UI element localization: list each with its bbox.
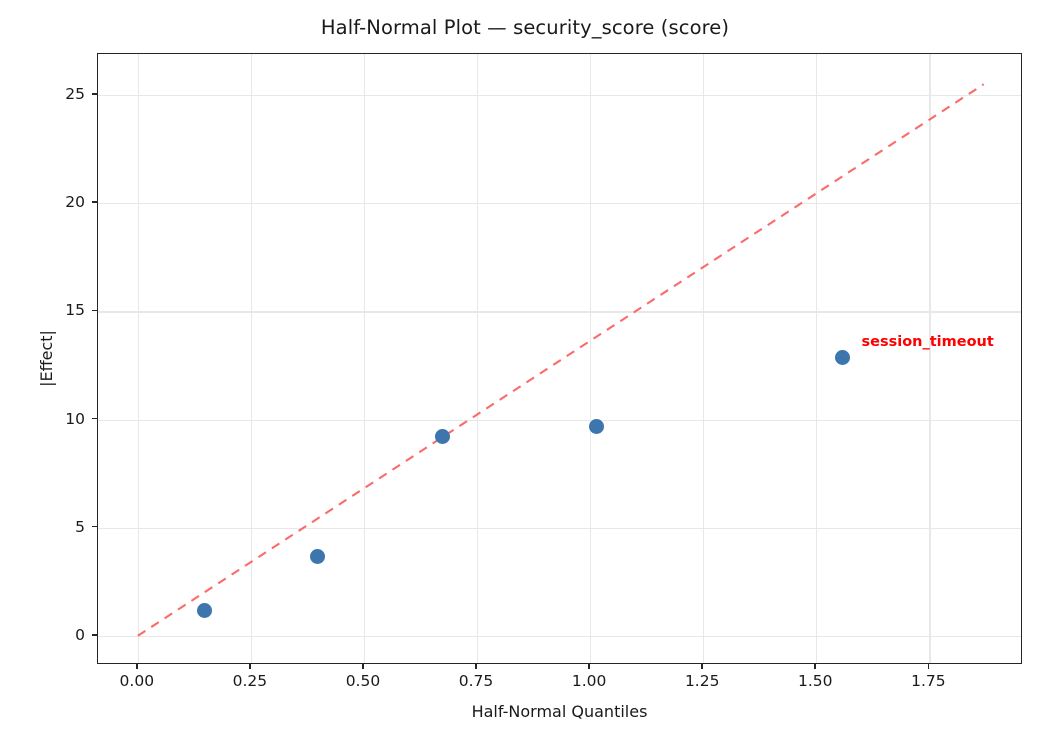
x-axis-tick — [136, 664, 138, 669]
scatter-point[interactable] — [835, 350, 851, 366]
y-axis-label: |Effect| — [37, 330, 56, 387]
gridline-horizontal — [98, 635, 1021, 637]
gridline-horizontal — [98, 203, 1021, 205]
y-axis-tick — [92, 309, 97, 312]
x-axis-tick — [475, 664, 477, 669]
x-axis-tick — [249, 664, 251, 669]
gridline-vertical — [816, 54, 818, 663]
plot-area: session_timeout — [97, 53, 1022, 664]
x-axis-tick-label: 0.25 — [232, 672, 268, 690]
gridline-horizontal — [98, 527, 1021, 529]
y-axis-tick — [92, 634, 97, 636]
scatter-point[interactable] — [434, 429, 450, 445]
half-normal-reference-line — [137, 83, 985, 637]
scatter-point[interactable] — [197, 603, 213, 619]
y-axis-tick — [92, 525, 97, 528]
x-axis-tick — [927, 664, 930, 669]
y-axis-tick-label: 10 — [65, 409, 85, 428]
y-axis-tick — [92, 93, 97, 95]
x-axis-tick — [814, 664, 817, 669]
gridline-vertical — [590, 54, 592, 663]
gridline-horizontal — [98, 419, 1021, 421]
reference-line-layer — [98, 54, 1021, 663]
x-axis-tick — [701, 664, 703, 669]
x-axis-tick — [588, 664, 590, 669]
y-axis-tick-label: 5 — [75, 517, 85, 536]
x-axis-tick-label: 1.50 — [798, 672, 833, 690]
y-axis-tick — [92, 201, 97, 204]
gridline-vertical — [137, 54, 139, 663]
gridline-vertical — [929, 54, 931, 663]
y-axis-tick-label: 20 — [65, 193, 85, 212]
chart-title: Half-Normal Plot — security_score (score… — [320, 16, 730, 39]
data-points-layer — [98, 54, 1021, 663]
x-axis-tick-label: 0.50 — [345, 672, 381, 690]
reference-line-svg — [137, 83, 985, 637]
gridline-vertical — [477, 54, 479, 663]
gridline-horizontal — [98, 311, 1021, 313]
x-axis-tick-label: 0.00 — [119, 672, 155, 690]
x-axis-tick-label: 1.25 — [684, 672, 720, 690]
x-axis-tick-label: 1.00 — [571, 672, 607, 690]
y-axis-tick-label: 0 — [75, 625, 85, 644]
x-axis-tick — [362, 664, 364, 669]
x-axis-tick-label: 1.75 — [911, 672, 946, 690]
gridline-vertical — [363, 54, 366, 663]
scatter-point[interactable] — [309, 549, 325, 565]
scatter-point[interactable] — [589, 418, 605, 434]
y-axis-tick-label: 25 — [65, 85, 85, 104]
gridline-vertical — [703, 54, 705, 663]
grid-layer — [98, 54, 1021, 663]
gridline-vertical — [250, 54, 253, 663]
x-axis-tick-label: 0.75 — [458, 672, 494, 690]
point-annotation-label: session_timeout — [861, 333, 994, 350]
gridline-horizontal — [98, 95, 1021, 97]
y-axis-tick-label: 15 — [65, 301, 85, 320]
y-axis-tick — [92, 417, 97, 420]
x-axis-label: Half-Normal Quantiles — [471, 702, 648, 721]
